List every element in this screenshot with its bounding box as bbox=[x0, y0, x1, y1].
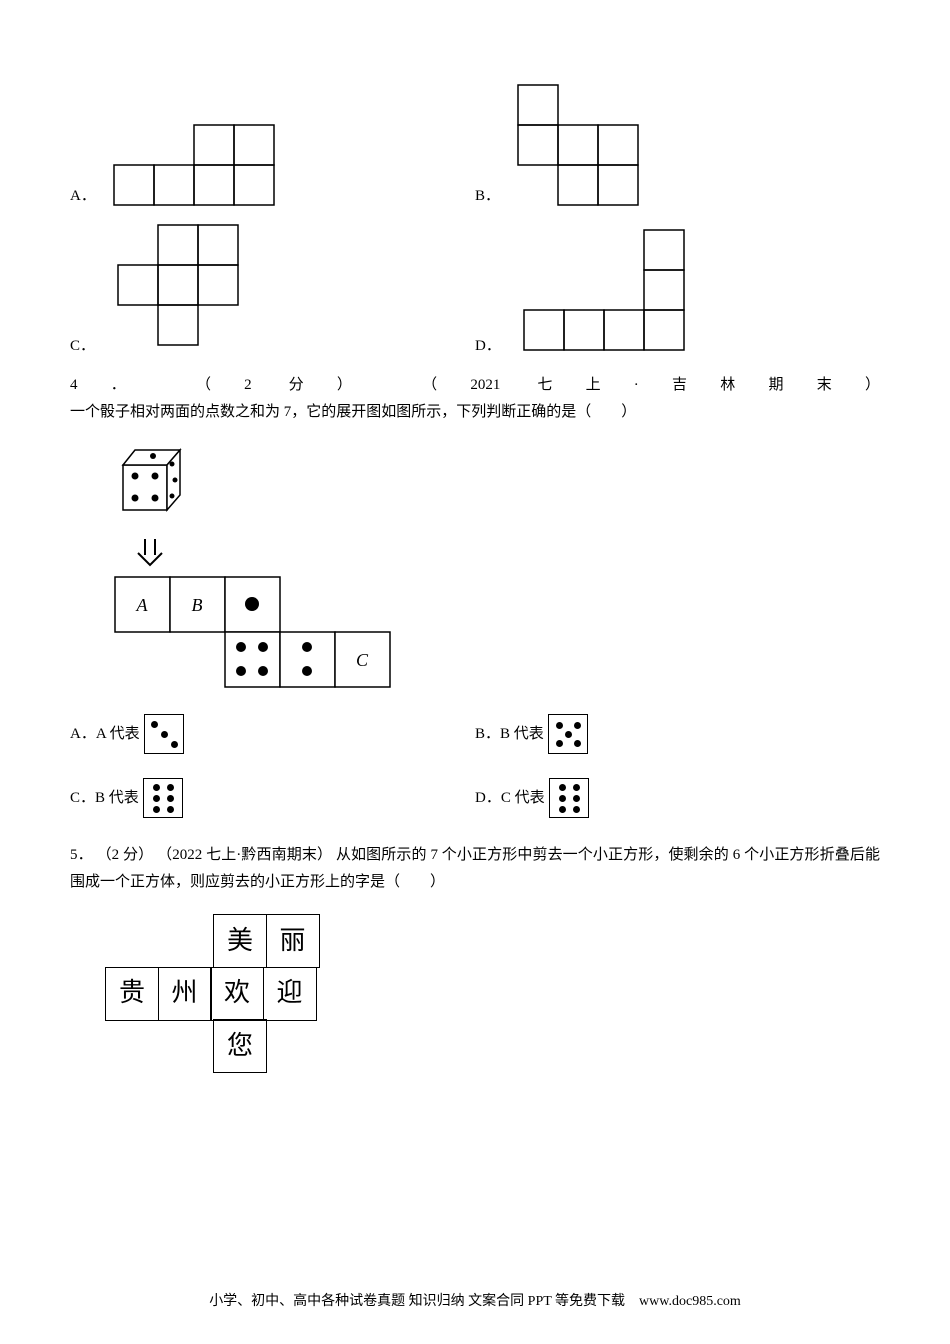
option-label: C．B 代表 bbox=[70, 785, 139, 812]
q5-cell: 州 bbox=[158, 967, 212, 1021]
net-label-b: B bbox=[192, 595, 203, 615]
net-figure-d bbox=[509, 220, 699, 360]
net-label-a: A bbox=[136, 595, 149, 615]
option-label: A．A 代表 bbox=[70, 721, 140, 748]
dice-3d bbox=[105, 440, 195, 535]
dice-face-5 bbox=[548, 714, 588, 754]
dice-face-6b bbox=[549, 778, 589, 818]
dice-net: A B C bbox=[105, 569, 395, 694]
q-number: 5． bbox=[70, 847, 93, 863]
q4-option-a: A．A 代表 bbox=[70, 714, 475, 754]
q3-option-b: B． bbox=[475, 80, 880, 210]
dice-face-6 bbox=[143, 778, 183, 818]
q3-option-a: A． bbox=[70, 80, 475, 210]
net-figure-b bbox=[508, 80, 658, 210]
q5-cell: 美 bbox=[213, 914, 267, 968]
dice-face-3-diag bbox=[144, 714, 184, 754]
page-footer: 小学、初中、高中各种试卷真题 知识归纳 文案合同 PPT 等免费下载 www.d… bbox=[0, 1289, 950, 1314]
option-label: D．C 代表 bbox=[475, 785, 545, 812]
option-label: A． bbox=[70, 183, 96, 210]
option-label: C． bbox=[70, 333, 95, 360]
q3-option-c: C． bbox=[70, 220, 475, 360]
net-figure-a bbox=[104, 110, 284, 210]
q5-figure: 美 丽 贵 州 欢 迎 您 bbox=[105, 914, 880, 1083]
q-points: （2 分） bbox=[196, 377, 385, 393]
q-body: 一个骰子相对两面的点数之和为 7，它的展开图如图所示，下列判断正确的是（ ） bbox=[70, 404, 636, 420]
q4-option-c: C．B 代表 bbox=[70, 778, 475, 818]
q-points: （2 分） bbox=[97, 847, 154, 863]
q4-options-row1: A．A 代表 B．B 代表 bbox=[70, 714, 880, 754]
option-label: B．B 代表 bbox=[475, 721, 544, 748]
q5-cell: 丽 bbox=[266, 914, 320, 968]
q-source: （2022 七上·黔西南期末） bbox=[157, 847, 332, 863]
q5-cell: 您 bbox=[213, 1019, 267, 1073]
footer-text: 小学、初中、高中各种试卷真题 知识归纳 文案合同 PPT 等免费下载 www.d… bbox=[209, 1294, 741, 1309]
option-label: B． bbox=[475, 183, 500, 210]
q3-option-d: D． bbox=[475, 220, 880, 360]
q-number: 4． bbox=[70, 377, 159, 393]
q5-cell: 欢 bbox=[210, 967, 264, 1021]
net-figure-c bbox=[103, 220, 293, 360]
q4-option-d: D．C 代表 bbox=[475, 778, 880, 818]
arrow-down-icon bbox=[105, 535, 195, 569]
q4-options-row2: C．B 代表 D．C 代表 bbox=[70, 778, 880, 818]
q3-options-row1: A． B． bbox=[70, 80, 880, 210]
q-source: （2021 七上·吉林期末） bbox=[422, 377, 880, 393]
q5-text: 5． （2 分） （2022 七上·黔西南期末） 从如图所示的 7 个小正方形中… bbox=[70, 842, 880, 896]
option-label: D． bbox=[475, 333, 501, 360]
net-label-c: C bbox=[356, 650, 369, 670]
q4-option-b: B．B 代表 bbox=[475, 714, 880, 754]
q5-cell: 贵 bbox=[105, 967, 159, 1021]
q5-cell: 迎 bbox=[263, 967, 317, 1021]
q3-options-row2: C． D． bbox=[70, 220, 880, 360]
q4-text: 4． （2 分） （2021 七上·吉林期末） 一个骰子相对两面的点数之和为 7… bbox=[70, 372, 880, 426]
q4-figure: A B C bbox=[105, 440, 880, 694]
